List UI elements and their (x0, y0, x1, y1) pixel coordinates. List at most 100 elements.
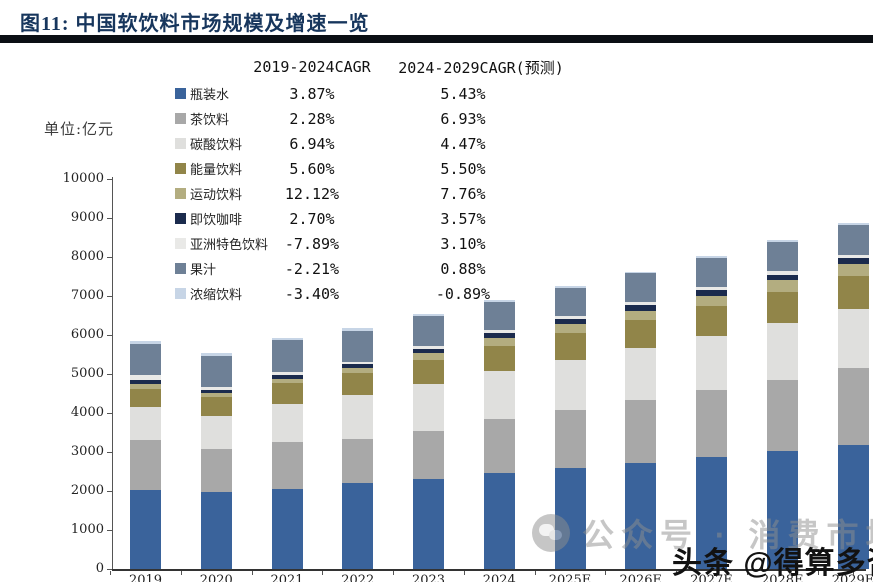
bar-segment-茶饮料 (696, 390, 727, 458)
x-tick (251, 571, 253, 575)
legend-label: 能量饮料 (190, 163, 243, 178)
bar-segment-浓缩饮料 (342, 328, 374, 331)
bar-segment-茶饮料 (837, 368, 869, 445)
legend-swatch (175, 238, 186, 249)
y-tick-mark (107, 335, 112, 336)
bar-segment-瓶装水 (130, 490, 161, 569)
bar-segment-碳酸饮料 (271, 404, 303, 443)
y-tick-mark (107, 452, 112, 453)
bar-segment-果汁 (696, 258, 727, 288)
y-tick-mark (107, 569, 112, 570)
bar-segment-亚洲特色饮料 (413, 345, 444, 350)
bar-segment-能量饮料 (413, 360, 444, 384)
bar-segment-碳酸饮料 (696, 336, 727, 391)
bar-segment-即饮咖啡 (837, 258, 869, 264)
cagr-value-2024-2029: 7.76% (440, 184, 486, 203)
bar-segment-亚洲特色饮料 (696, 287, 727, 291)
legend-cell: 亚洲特色饮料 (175, 234, 268, 253)
x-tick (534, 571, 536, 575)
bar-segment-能量饮料 (271, 383, 303, 405)
legend-cell: 即饮咖啡 (175, 209, 251, 228)
bar-segment-浓缩饮料 (483, 299, 515, 302)
bar-segment-果汁 (554, 287, 586, 317)
bar-segment-果汁 (200, 355, 232, 388)
bar-segment-瓶装水 (625, 462, 657, 569)
bar-segment-亚洲特色饮料 (837, 254, 869, 258)
title-rule (0, 35, 873, 43)
bar-segment-茶饮料 (625, 400, 657, 463)
bar-segment-浓缩饮料 (554, 285, 586, 288)
bar-segment-运动饮料 (696, 295, 727, 307)
x-tick-label: 2023 (411, 573, 446, 582)
legend-row: 瓶装水 3.87% 5.43% (175, 81, 589, 106)
bar-segment-碳酸饮料 (130, 406, 161, 441)
y-tick-mark (107, 530, 112, 531)
legend-cell: 浓缩饮料 (175, 284, 251, 303)
bar-segment-茶饮料 (130, 440, 161, 490)
y-tick-mark (107, 218, 112, 219)
cagr-value-2024-2029: 5.50% (440, 159, 486, 178)
bar-segment-运动饮料 (342, 368, 374, 373)
x-tick-label: 2022 (341, 573, 375, 582)
bar-segment-亚洲特色饮料 (554, 316, 586, 320)
legend-swatch (175, 113, 186, 124)
legend-swatch (175, 213, 186, 224)
bar-segment-碳酸饮料 (554, 360, 586, 410)
y-tick-mark (107, 491, 112, 492)
y-tick-label: 8000 (70, 249, 104, 264)
cagr-col-header-2: 2024-2029CAGR(预测) (398, 58, 564, 77)
bar-segment-茶饮料 (413, 430, 444, 480)
bar-segment-果汁 (271, 340, 303, 373)
legend-cell: 茶饮料 (175, 109, 251, 128)
bar-segment-运动饮料 (271, 379, 303, 384)
bar-segment-瓶装水 (342, 482, 374, 569)
cagr-legend-table: 2019-2024CAGR 2024-2029CAGR(预测) 瓶装水 3.87%… (175, 53, 589, 306)
bar-segment-浓缩饮料 (766, 240, 798, 243)
cagr-value-2019-2024: 2.28% (289, 109, 335, 128)
x-tick (463, 571, 465, 575)
x-tick-label: 2021 (270, 573, 304, 582)
x-tick-label: 2024 (482, 573, 516, 582)
x-tick (817, 571, 819, 575)
bar-segment-亚洲特色饮料 (271, 372, 303, 375)
x-tick (180, 571, 182, 575)
bar-segment-即饮咖啡 (625, 305, 657, 311)
bar-segment-瓶装水 (554, 468, 586, 569)
x-tick (393, 571, 395, 575)
bar-segment-瓶装水 (483, 473, 515, 569)
bar-segment-瓶装水 (413, 479, 444, 569)
bar-segment-即饮咖啡 (554, 319, 586, 325)
bar-segment-运动饮料 (483, 337, 515, 346)
cagr-value-2019-2024: -7.89% (284, 234, 340, 253)
cagr-value-2024-2029: 0.88% (440, 259, 486, 278)
legend-swatch (175, 88, 186, 99)
legend-swatch (175, 263, 186, 274)
y-tick-label: 5000 (70, 366, 104, 381)
bar-segment-运动饮料 (554, 324, 586, 334)
bar-segment-茶饮料 (554, 409, 586, 469)
x-tick-label: 2025E (548, 573, 592, 582)
x-tick (110, 571, 112, 575)
cagr-value-2019-2024: 3.87% (289, 84, 335, 103)
cagr-value-2019-2024: 12.12% (284, 184, 340, 203)
legend-cell: 碳酸饮料 (175, 134, 251, 153)
legend-row: 即饮咖啡 2.70% 3.57% (175, 206, 589, 231)
bar-segment-即饮咖啡 (200, 389, 232, 394)
legend-label: 碳酸饮料 (190, 138, 243, 153)
bar-segment-运动饮料 (837, 263, 869, 276)
bar-segment-碳酸饮料 (200, 415, 232, 450)
legend-label: 即饮咖啡 (190, 213, 243, 228)
bar-segment-即饮咖啡 (483, 332, 515, 338)
x-tick (853, 571, 855, 575)
legend-label: 茶饮料 (190, 113, 230, 128)
bar-segment-茶饮料 (766, 379, 798, 451)
legend-swatch (175, 138, 186, 149)
x-tick (746, 571, 748, 575)
bar-segment-能量饮料 (342, 372, 374, 395)
x-tick (676, 571, 678, 575)
legend-row: 茶饮料 2.28% 6.93% (175, 106, 589, 131)
legend-cell: 运动饮料 (175, 184, 251, 203)
bar-segment-即饮咖啡 (342, 363, 374, 369)
legend-label: 瓶装水 (190, 88, 230, 103)
